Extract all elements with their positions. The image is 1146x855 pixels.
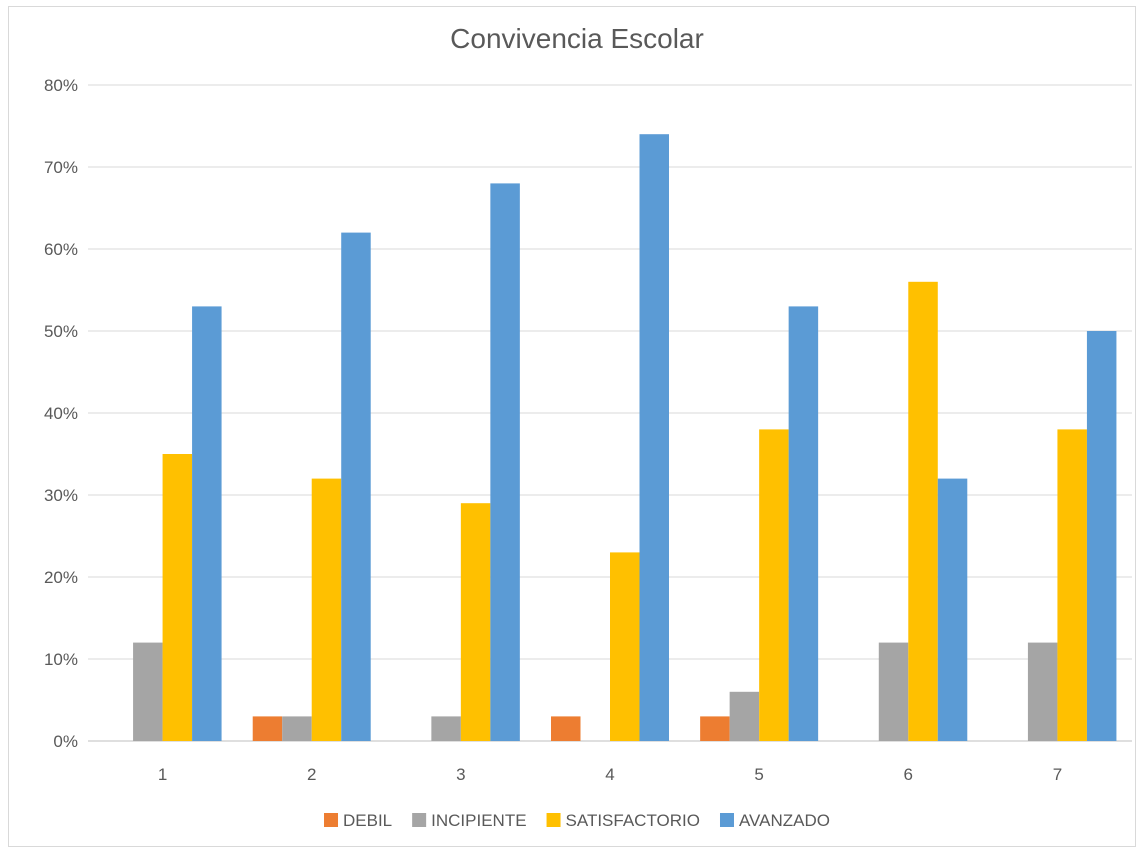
legend-label: SATISFACTORIO (566, 811, 700, 830)
bar-avanzado-3 (490, 183, 520, 741)
bar-debil-2 (252, 716, 283, 741)
x-tick-label: 1 (158, 765, 167, 784)
bar-avanzado-2 (341, 232, 371, 741)
bar-incipiente-7 (1027, 642, 1058, 741)
legend-swatch (719, 813, 734, 827)
legend-item-avanzado: AVANZADO (719, 811, 830, 830)
bar-debil-4 (551, 716, 581, 741)
bar-incipiente-5 (729, 691, 760, 741)
legend-label: DEBIL (343, 811, 392, 830)
y-tick-label: 40% (44, 404, 78, 423)
x-tick-label: 5 (754, 765, 763, 784)
bar-incipiente-6 (878, 642, 909, 741)
legend-item-debil: DEBIL (324, 811, 392, 830)
legend-swatch (324, 813, 339, 827)
x-tick-label: 2 (307, 765, 316, 784)
bar-incipiente-2 (282, 716, 312, 741)
bar-satisfactorio-1 (162, 454, 193, 741)
y-tick-label: 50% (44, 322, 78, 341)
y-tick-label: 30% (44, 486, 78, 505)
legend-label: INCIPIENTE (431, 811, 526, 830)
bars (133, 134, 1117, 741)
y-tick-label: 20% (44, 568, 78, 587)
x-tick-label: 4 (605, 765, 614, 784)
x-tick-label: 7 (1053, 765, 1062, 784)
bar-avanzado-7 (1086, 331, 1117, 741)
legend-swatch (412, 813, 427, 827)
chart-title: Convivencia Escolar (450, 23, 704, 54)
x-tick-label: 3 (456, 765, 465, 784)
y-tick-label: 80% (44, 76, 78, 95)
bar-satisfactorio-7 (1057, 429, 1087, 741)
bar-debil-5 (700, 716, 730, 741)
bar-avanzado-1 (192, 306, 222, 741)
bar-avanzado-5 (788, 306, 819, 741)
y-tick-label: 0% (53, 732, 78, 751)
legend-item-incipiente: INCIPIENTE (412, 811, 527, 830)
bar-avanzado-4 (639, 134, 669, 741)
bar-satisfactorio-5 (759, 429, 789, 741)
y-tick-label: 10% (44, 650, 78, 669)
y-axis-ticks: 0% 10% 20% 30% 40% 50% 60% 70% 80% (44, 76, 78, 751)
bar-avanzado-6 (937, 478, 968, 741)
bar-satisfactorio-2 (311, 478, 342, 741)
legend-swatch (546, 813, 561, 827)
x-tick-label: 6 (904, 765, 913, 784)
bar-satisfactorio-4 (610, 552, 640, 741)
bar-satisfactorio-3 (460, 503, 491, 741)
legend: DEBIL INCIPIENTE SATISFACTORIO AVANZADO (324, 811, 830, 830)
bar-incipiente-3 (431, 716, 461, 741)
legend-label: AVANZADO (739, 811, 830, 830)
legend-item-satisfactorio: SATISFACTORIO (546, 811, 700, 830)
bar-incipiente-1 (133, 642, 163, 741)
x-axis-ticks: 1 2 3 4 5 6 7 (158, 765, 1062, 784)
y-tick-label: 70% (44, 158, 78, 177)
bar-satisfactorio-6 (908, 281, 938, 741)
y-tick-label: 60% (44, 240, 78, 259)
